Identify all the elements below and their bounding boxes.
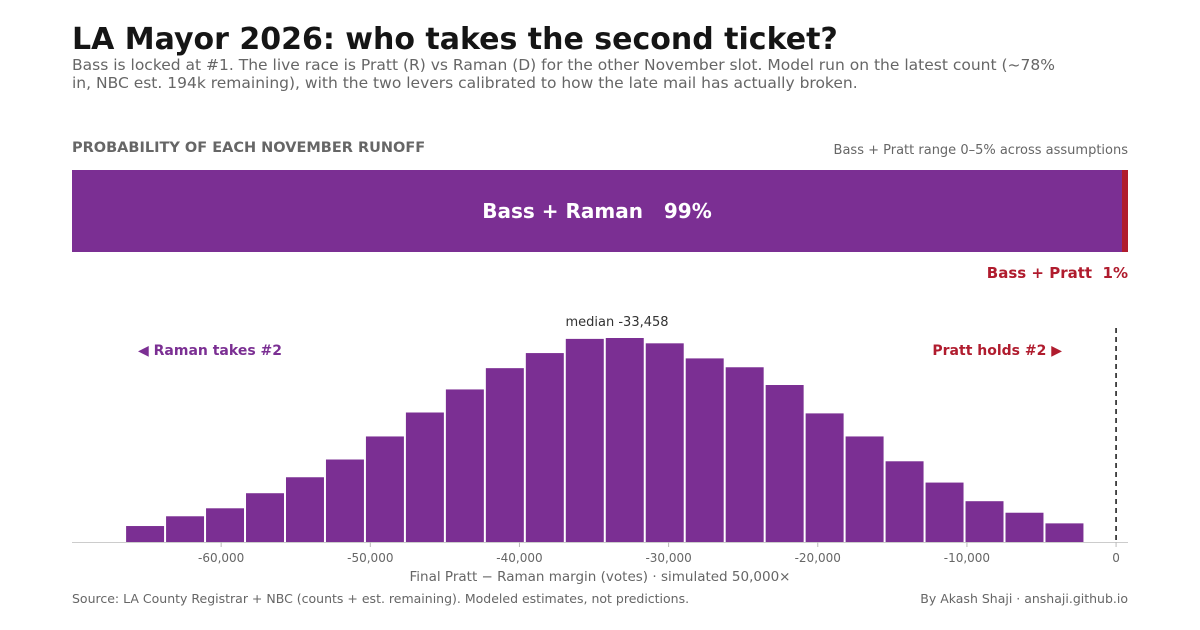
byline: By Akash Shaji · anshaji.github.io xyxy=(920,591,1128,606)
runoff-probability-bar: Bass + Raman 99% xyxy=(72,170,1128,252)
chart-title: LA Mayor 2026: who takes the second tick… xyxy=(72,22,838,57)
histogram-bar xyxy=(246,493,284,542)
histogram-bar xyxy=(685,358,724,542)
source-note: Source: LA County Registrar + NBC (count… xyxy=(72,591,690,606)
x-tick-label: -30,000 xyxy=(645,551,691,565)
histogram-bar xyxy=(925,482,964,542)
histogram-bar xyxy=(1045,523,1084,542)
histogram-bar xyxy=(405,412,444,542)
range-note: Bass + Pratt range 0–5% across assumptio… xyxy=(833,143,1128,158)
bass-pratt-label: Bass + Pratt 1% xyxy=(986,264,1128,282)
median-label: median -33,458 xyxy=(566,315,669,330)
histogram-bar xyxy=(365,436,404,542)
x-tick-label: -40,000 xyxy=(496,551,542,565)
x-tick-label: -20,000 xyxy=(795,551,841,565)
histogram-bar xyxy=(525,353,564,542)
histogram-bar xyxy=(885,461,924,542)
histogram-bar xyxy=(325,459,364,542)
pratt-annotation: Pratt holds #2 ▶ xyxy=(932,343,1062,359)
raman-annotation: ◀ Raman takes #2 xyxy=(138,343,282,359)
x-tick-label: 0 xyxy=(1112,551,1120,565)
x-tick-label: -60,000 xyxy=(198,551,244,565)
chart-subtitle: Bass is locked at #1. The live race is P… xyxy=(72,56,1055,92)
histogram-bar xyxy=(206,508,245,542)
histogram-bar xyxy=(565,338,604,542)
margin-histogram: -60,000 -50,000 -40,000 -30,000 -20,000 -10,0… xyxy=(72,315,1128,585)
histogram-bar xyxy=(445,389,484,542)
histogram-bar xyxy=(725,367,764,542)
x-tick-label: -10,000 xyxy=(944,551,990,565)
histogram-bar xyxy=(645,343,684,542)
histogram-bar xyxy=(1005,512,1044,542)
x-axis-label: Final Pratt − Raman margin (votes) · sim… xyxy=(410,569,791,585)
bass-raman-segment: Bass + Raman 99% xyxy=(72,170,1122,252)
x-tick-label: -50,000 xyxy=(347,551,393,565)
histogram-bar xyxy=(845,436,884,542)
bass-pratt-segment xyxy=(1122,170,1128,252)
histogram-bar xyxy=(126,526,165,542)
runoff-section-label: PROBABILITY OF EACH NOVEMBER RUNOFF xyxy=(72,140,426,156)
histogram-bar xyxy=(805,413,844,542)
histogram-bar xyxy=(965,501,1004,542)
histogram-bar xyxy=(166,516,205,542)
histogram-bar xyxy=(765,385,804,542)
histogram-bar xyxy=(285,477,324,542)
bass-raman-label: Bass + Raman 99% xyxy=(482,199,712,223)
histogram-bar xyxy=(605,338,644,542)
histogram-bar xyxy=(485,368,524,542)
